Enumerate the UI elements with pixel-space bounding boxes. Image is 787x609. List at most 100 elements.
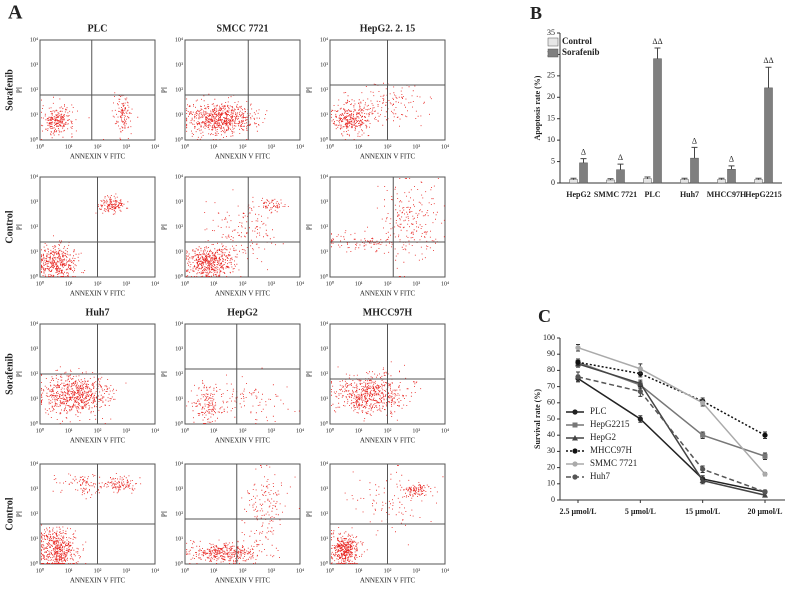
bar [717, 179, 726, 184]
x-tick-label: 5 μmol/L [625, 507, 656, 516]
y-tick-label: 10⁴ [30, 174, 38, 180]
series-line [577, 363, 766, 496]
y-tick-label: 10¹ [30, 249, 38, 255]
row-label: Control [4, 210, 15, 243]
x-tick-label: 10¹ [210, 281, 218, 287]
plot-frame [39, 39, 156, 141]
legend-label: PLC [590, 406, 607, 416]
cell-events [186, 93, 268, 140]
x-tick-label: 10⁰ [181, 143, 190, 150]
x-tick-label: 10⁴ [441, 428, 449, 434]
x-tick-label: 10² [239, 144, 247, 150]
y-tick-label: 10² [175, 371, 183, 377]
error-bar [691, 146, 698, 159]
legend-label: Control [562, 36, 592, 46]
y-tick-label: 10⁰ [175, 560, 184, 567]
legend-label: MHCC97H [590, 445, 633, 455]
x-tick-label: 10⁴ [296, 281, 304, 287]
x-tick-label: 10³ [122, 568, 130, 574]
y-tick-label: 10⁰ [320, 136, 329, 143]
y-tick-label: 10⁴ [30, 461, 38, 467]
legend-swatch [547, 37, 559, 47]
point [575, 359, 581, 365]
legend-marker [572, 461, 578, 467]
series-line [577, 376, 766, 493]
x-tick-label: 10⁴ [296, 568, 304, 574]
y-tick-label: 0 [551, 495, 555, 504]
plot-frame [329, 176, 446, 278]
y-axis-label: PI [161, 223, 169, 230]
cell-events [41, 193, 129, 277]
y-tick-label: 10¹ [175, 112, 183, 118]
y-axis-label: Survival rate (%) [533, 389, 542, 449]
y-axis-label: PI [306, 86, 314, 93]
y-tick-label: 10⁴ [320, 37, 328, 43]
legend-marker [572, 422, 578, 428]
y-tick-label: 10¹ [175, 249, 183, 255]
x-axis-label: ANNEXIN V FITC [70, 290, 126, 298]
x-tick-label: 10¹ [355, 281, 363, 287]
point [637, 388, 643, 395]
y-tick-label: 10⁰ [30, 136, 39, 143]
point [637, 416, 643, 422]
x-tick-label: 10⁰ [181, 427, 190, 434]
x-tick-label: HepG2 [566, 190, 590, 199]
bar [616, 169, 625, 184]
x-tick-label: 10² [94, 428, 102, 434]
x-tick-label: 10³ [122, 281, 130, 287]
annotation: Δ [618, 153, 623, 162]
y-tick-label: 10⁰ [175, 420, 184, 427]
y-tick-label: 10³ [30, 486, 38, 492]
y-tick-label: 10¹ [30, 536, 38, 542]
plot-title: HepG2 [227, 307, 258, 318]
bar [764, 87, 773, 184]
row-label: Sorafenib [4, 353, 15, 395]
y-tick-label: 10³ [320, 346, 328, 352]
x-tick-label: 10⁰ [326, 143, 335, 150]
y-axis-label: PI [161, 86, 169, 93]
y-tick-label: 10¹ [320, 249, 328, 255]
y-tick-label: 10¹ [30, 112, 38, 118]
cell-events [331, 82, 432, 140]
plot-title: MHCC97H [363, 307, 413, 318]
x-axis-label: ANNEXIN V FITC [215, 437, 271, 445]
x-tick-label: 10¹ [65, 568, 73, 574]
x-tick-label: 10⁰ [326, 427, 335, 434]
annotation: Δ [729, 155, 734, 164]
y-tick-label: 10³ [175, 199, 183, 205]
x-tick-label: 10² [94, 568, 102, 574]
legend-marker [572, 474, 578, 480]
y-tick-label: 60 [547, 398, 555, 407]
error-bar [580, 158, 587, 163]
x-tick-label: 10¹ [65, 281, 73, 287]
point [762, 453, 768, 459]
x-tick-label: 20 μmol/L [748, 507, 783, 516]
x-tick-label: 10¹ [355, 568, 363, 574]
y-tick-label: 10³ [175, 346, 183, 352]
error-bar [718, 177, 725, 180]
x-tick-label: 10¹ [65, 428, 73, 434]
y-tick-label: 10⁰ [30, 273, 39, 280]
x-tick-label: 10² [384, 568, 392, 574]
y-tick-label: 70 [547, 381, 555, 390]
y-tick-label: 10⁴ [320, 321, 328, 327]
error-bar [681, 177, 688, 180]
y-tick-label: 20 [547, 462, 555, 471]
y-tick-label: 10⁴ [320, 174, 328, 180]
x-tick-label: Huh7 [680, 190, 699, 199]
x-tick-label: 10² [94, 281, 102, 287]
point [637, 366, 643, 372]
x-tick-label: 10¹ [210, 144, 218, 150]
x-tick-label: 10³ [267, 568, 275, 574]
annotation: ΔΔ [652, 37, 662, 46]
y-axis-label: PI [161, 370, 169, 377]
error-bar [728, 165, 735, 170]
annotation: Δ [692, 136, 697, 145]
x-tick-label: 10¹ [210, 568, 218, 574]
point [700, 466, 706, 472]
error-bar [654, 47, 661, 59]
x-tick-label: 10² [384, 281, 392, 287]
error-bar [765, 66, 772, 88]
y-tick-label: 10⁴ [175, 37, 183, 43]
y-tick-label: 10⁰ [175, 136, 184, 143]
